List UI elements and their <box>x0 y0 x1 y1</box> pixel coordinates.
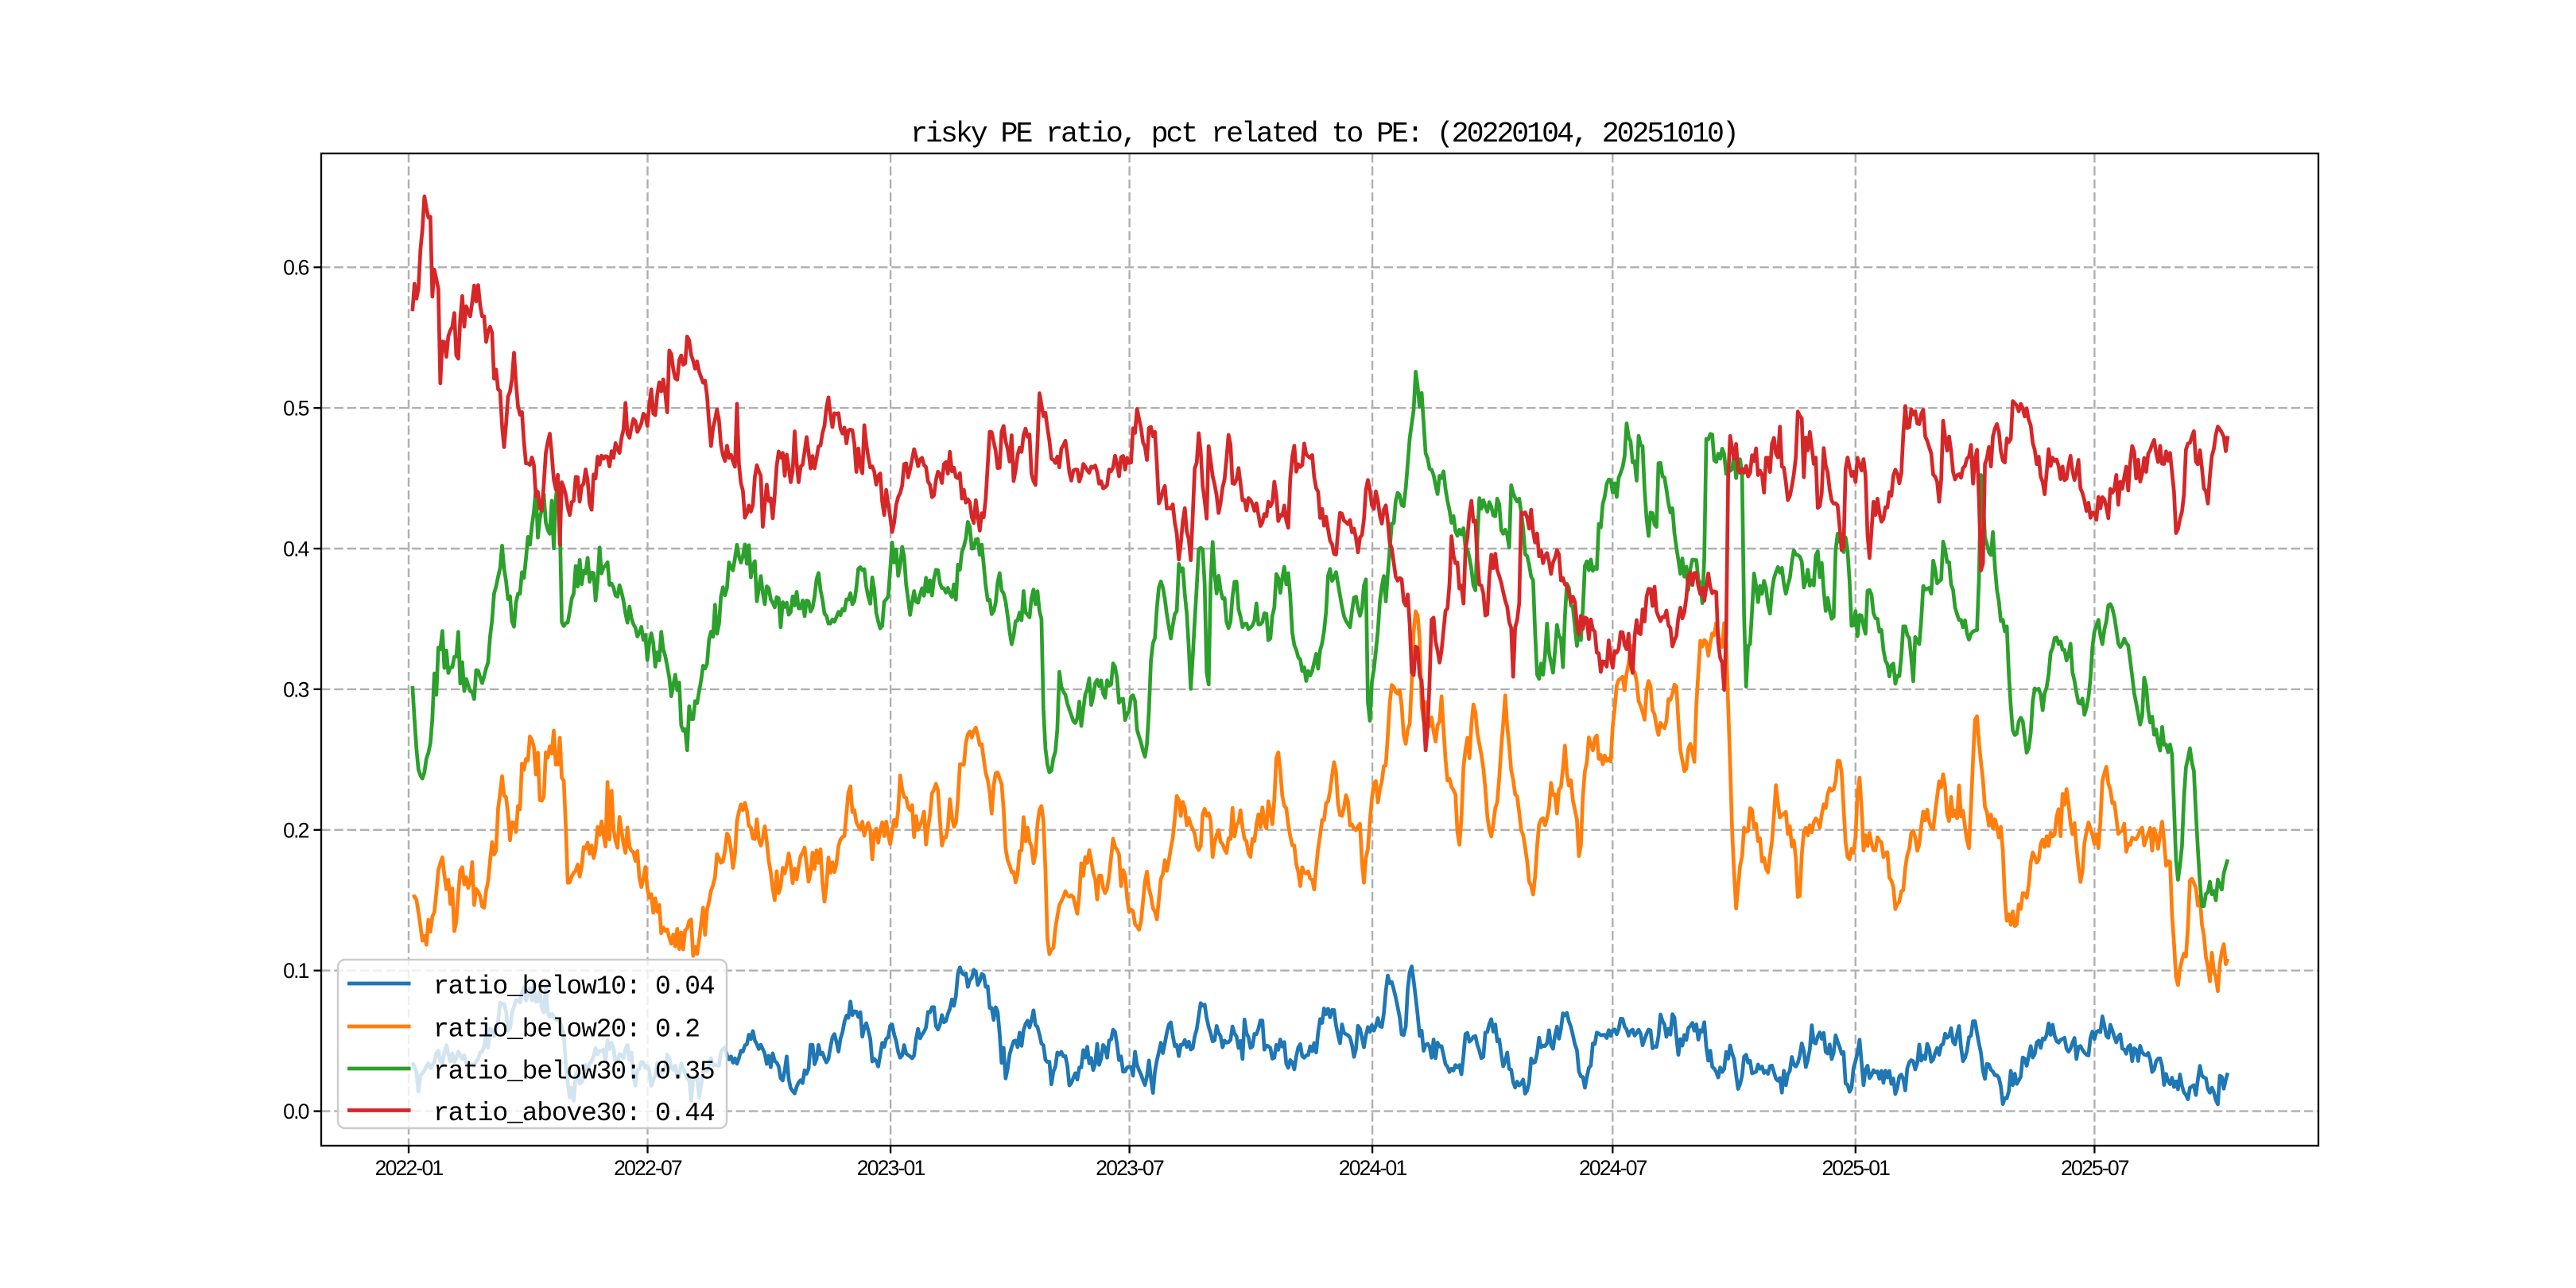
svg-text:0.6: 0.6 <box>283 256 309 280</box>
svg-text:ratio_below30: 0.35: ratio_below30: 0.35 <box>433 1057 714 1087</box>
svg-text:ratio_above30: 0.44: ratio_above30: 0.44 <box>433 1099 715 1128</box>
svg-text:2022-01: 2022-01 <box>375 1156 444 1180</box>
svg-text:ratio_below20: 0.2: ratio_below20: 0.2 <box>433 1015 700 1045</box>
svg-text:0.1: 0.1 <box>283 959 309 983</box>
svg-text:risky PE ratio, pct related to: risky PE ratio, pct related to PE: (2022… <box>910 118 1737 150</box>
svg-text:2022-07: 2022-07 <box>614 1156 682 1180</box>
svg-text:2024-07: 2024-07 <box>1579 1156 1647 1180</box>
svg-text:2023-07: 2023-07 <box>1096 1156 1164 1180</box>
svg-text:ratio_below10: 0.04: ratio_below10: 0.04 <box>433 972 715 1002</box>
svg-text:2024-01: 2024-01 <box>1339 1156 1407 1180</box>
svg-text:0.2: 0.2 <box>283 818 309 842</box>
svg-text:0.5: 0.5 <box>283 397 309 421</box>
svg-text:2023-01: 2023-01 <box>857 1156 925 1180</box>
svg-text:0.4: 0.4 <box>283 537 309 561</box>
svg-text:2025-01: 2025-01 <box>1821 1156 1890 1180</box>
svg-text:0.3: 0.3 <box>283 677 309 701</box>
svg-text:0.0: 0.0 <box>283 1100 309 1123</box>
svg-text:2025-07: 2025-07 <box>2061 1156 2129 1180</box>
